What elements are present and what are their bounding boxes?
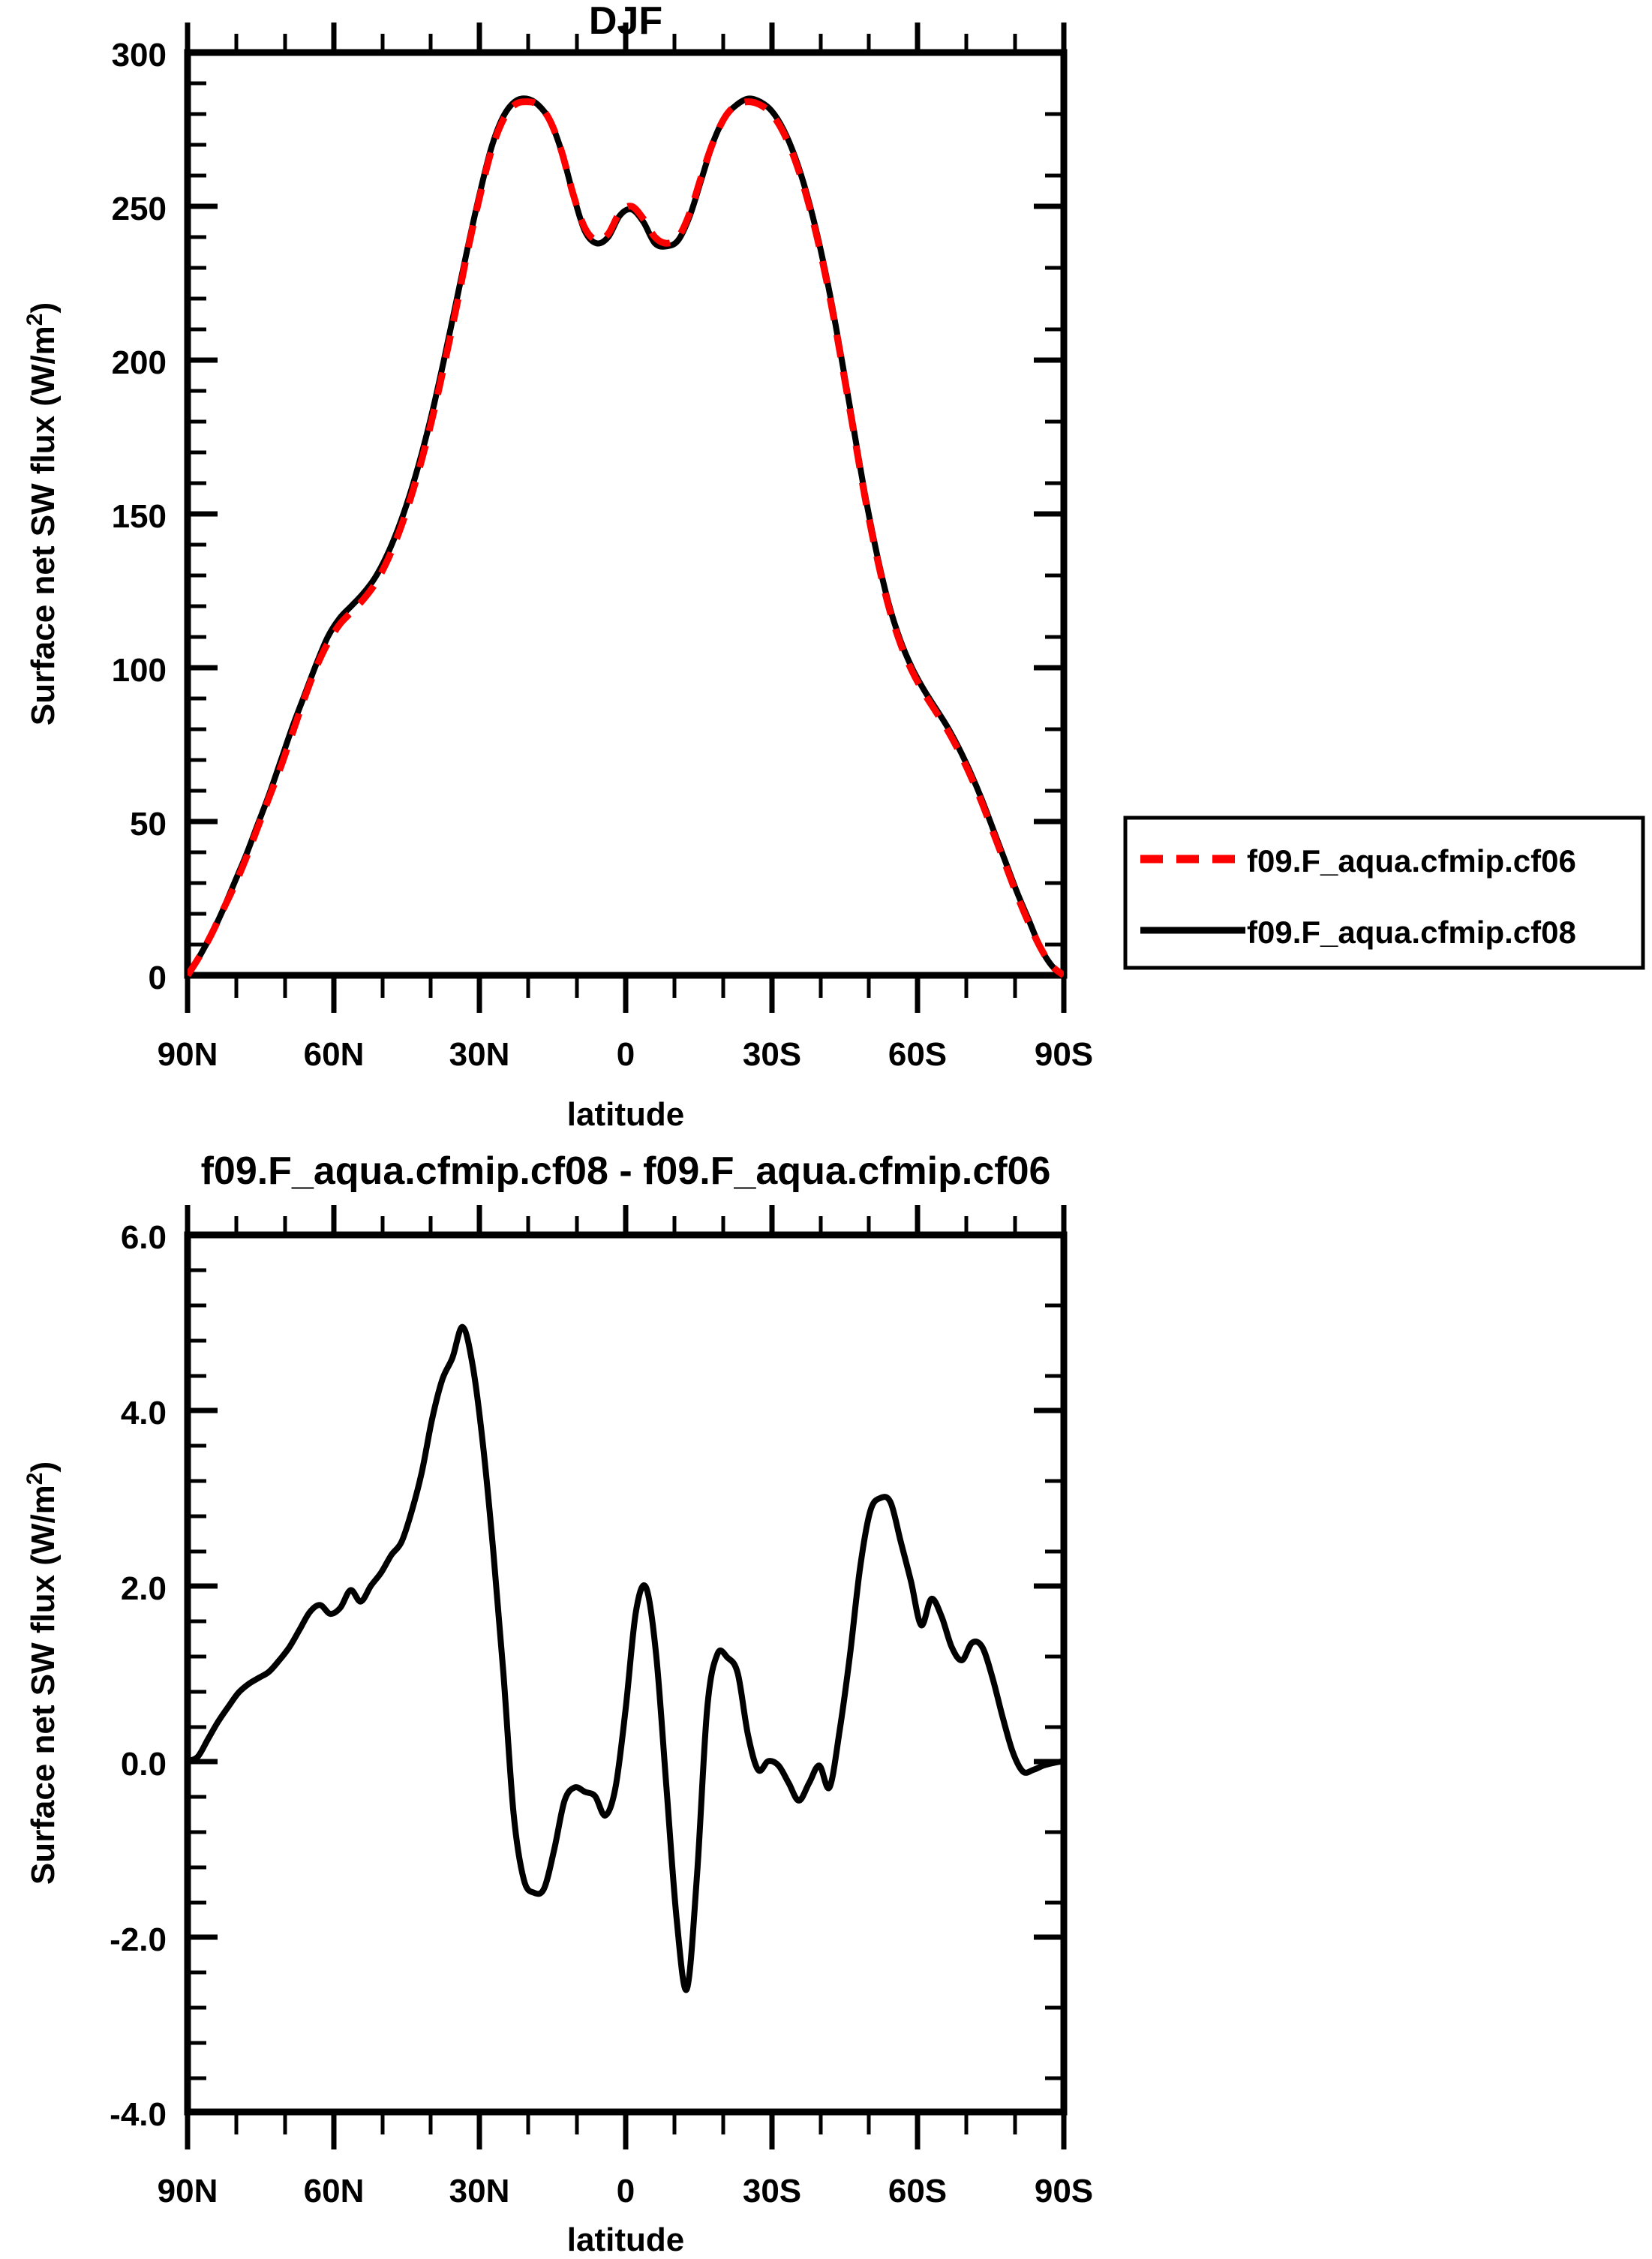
bottom-yaxis-label-tail: ) [25, 1461, 62, 1473]
bottom-yaxis-label-main: Surface net SW flux (W/m [25, 1485, 62, 1885]
top-ytick-200: 200 [112, 344, 167, 381]
top-xtick-30S: 30S [743, 1036, 801, 1073]
bottom-ytick-0: 0.0 [121, 1746, 167, 1783]
legend-label-cf06[interactable]: f09.F_aqua.cfmip.cf06 [1247, 843, 1576, 879]
top-yaxis-label-tail: ) [25, 302, 62, 314]
top-xtick-90N: 90N [158, 1036, 218, 1073]
bottom-yaxis-label-sup: 2 [23, 1473, 47, 1485]
top-xtick-60S: 60S [888, 1036, 947, 1073]
top-ytick-50: 50 [130, 806, 167, 843]
bottom-xtick-90N: 90N [158, 2173, 218, 2209]
figure-background [0, 0, 1652, 2259]
bottom-yaxis-label: Surface net SW flux (W/m2) [23, 1461, 62, 1885]
bottom-xaxis-label: latitude [567, 2221, 684, 2258]
bottom-panel-title: f09.F_aqua.cfmip.cf08 - f09.F_aqua.cfmip… [201, 1149, 1051, 1193]
bottom-xtick-90S: 90S [1035, 2173, 1093, 2209]
bottom-ytick-2: 2.0 [121, 1570, 167, 1607]
top-yaxis-label: Surface net SW flux (W/m2) [23, 302, 62, 725]
top-ytick-100: 100 [112, 652, 167, 689]
top-xtick-60N: 60N [304, 1036, 365, 1073]
legend-label-cf08[interactable]: f09.F_aqua.cfmip.cf08 [1247, 915, 1576, 950]
svg-text:Surface net SW flux (W/m2): Surface net SW flux (W/m2) [23, 1461, 62, 1885]
top-ytick-250: 250 [112, 191, 167, 227]
bottom-xtick-30N: 30N [449, 2173, 510, 2209]
bottom-xtick-0: 0 [617, 2173, 635, 2209]
top-ytick-0: 0 [149, 960, 167, 996]
top-xtick-90S: 90S [1035, 1036, 1093, 1073]
top-xaxis-label: latitude [567, 1096, 684, 1133]
bottom-ytick-6: 6.0 [121, 1219, 167, 1256]
bottom-xtick-30S: 30S [743, 2173, 801, 2209]
top-yaxis-label-sup: 2 [23, 314, 47, 326]
legend: f09.F_aqua.cfmip.cf06 f09.F_aqua.cfmip.c… [1125, 818, 1643, 968]
bottom-xtick-60S: 60S [888, 2173, 947, 2209]
svg-text:Surface net SW flux (W/m2): Surface net SW flux (W/m2) [23, 302, 62, 725]
top-xtick-30N: 30N [449, 1036, 510, 1073]
bottom-ytick-neg2: -2.0 [110, 1921, 167, 1958]
figure-root: DJF [0, 0, 1652, 2259]
bottom-xtick-60N: 60N [304, 2173, 365, 2209]
top-yaxis-label-main: Surface net SW flux (W/m [25, 326, 62, 725]
top-ytick-150: 150 [112, 498, 167, 535]
bottom-ytick-neg4: -4.0 [110, 2096, 167, 2133]
bottom-ytick-4: 4.0 [121, 1395, 167, 1431]
top-ytick-300: 300 [112, 37, 167, 74]
top-xtick-0: 0 [617, 1036, 635, 1073]
